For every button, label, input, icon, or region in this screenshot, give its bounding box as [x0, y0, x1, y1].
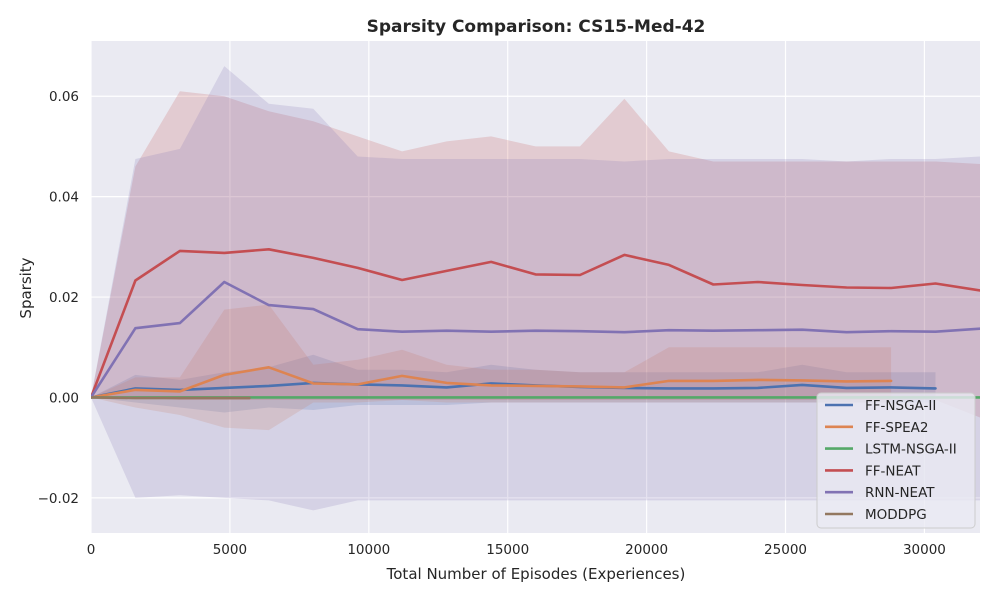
band-rnn-neat	[91, 66, 980, 511]
band-ff-spea2	[91, 304, 892, 431]
x-tick-label: 10000	[347, 542, 390, 558]
x-tick-label: 15000	[486, 542, 529, 558]
x-tick-label: 20000	[625, 542, 668, 558]
legend-label: FF-NEAT	[865, 463, 921, 479]
legend-label: LSTM-NSGA-II	[865, 442, 957, 458]
legend-label: RNN-NEAT	[865, 485, 935, 501]
x-tick-label: 30000	[903, 542, 946, 558]
y-tick-label: 0.02	[49, 290, 79, 306]
x-tick-label: 25000	[764, 542, 807, 558]
legend-label: MODDPG	[865, 507, 927, 523]
legend-label: FF-SPEA2	[865, 420, 928, 436]
x-axis-label: Total Number of Episodes (Experiences)	[386, 565, 686, 583]
legend-label: FF-NSGA-II	[865, 398, 936, 414]
x-tick-label: 5000	[213, 542, 247, 558]
y-axis-label: Sparsity	[17, 257, 35, 318]
y-tick-label: 0.06	[49, 89, 79, 105]
confidence-bands	[91, 66, 980, 511]
legend: FF-NSGA-II FF-SPEA2 LSTM-NSGA-II FF-NEAT RNN…	[816, 392, 976, 529]
chart-title: Sparsity Comparison: CS15-Med-42	[367, 17, 706, 37]
y-axis-ticks: −0.02 0.00 0.02 0.04 0.06	[38, 89, 79, 507]
series-lines	[91, 248, 980, 400]
y-tick-label: −0.02	[38, 491, 79, 507]
x-tick-label: 0	[87, 542, 96, 558]
y-tick-label: 0.04	[49, 190, 79, 206]
band-ff-neat	[91, 91, 980, 418]
x-axis-ticks: 0 5000 10000 15000 20000 25000 30000	[87, 542, 946, 558]
y-tick-label: 0.00	[49, 390, 79, 406]
line-moddpg	[91, 396, 251, 400]
line-rnn-neat	[91, 280, 980, 399]
legend-box	[816, 392, 976, 529]
line-ff-neat	[91, 248, 980, 399]
line-ff-spea2	[91, 365, 893, 399]
